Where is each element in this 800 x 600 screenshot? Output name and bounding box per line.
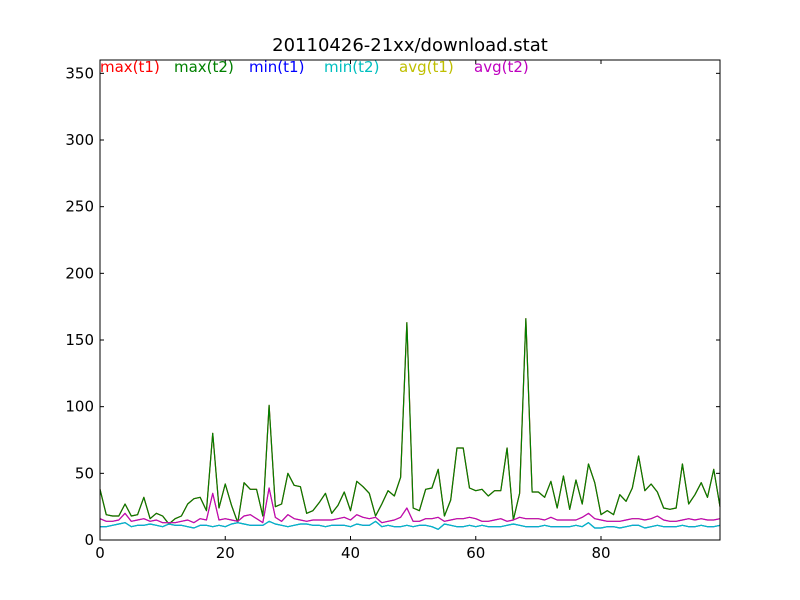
series-line-avgt2 (99, 487, 721, 524)
legend-entry: min(t2) (324, 58, 379, 76)
x-tick-label: 20 (216, 544, 235, 562)
plot-frame (99, 59, 721, 541)
legend-entry: min(t1) (249, 58, 304, 76)
legend: max(t1) max(t2) min(t1) min(t2) avg(t1) avg(t… (100, 58, 529, 76)
y-tick-label: 0 (84, 531, 94, 549)
y-tick-label: 100 (65, 398, 94, 416)
y-tick-label: 300 (65, 131, 94, 149)
x-tick-label: 80 (591, 544, 610, 562)
series-line-maxt2 (99, 318, 721, 525)
chart-title: 20110426-21xx/download.stat (272, 35, 548, 56)
y-tick-label: 50 (75, 464, 94, 482)
legend-entry: avg(t1) (399, 58, 454, 76)
series-layer (99, 318, 721, 530)
legend-entry: max(t1) (100, 58, 160, 76)
x-tick-label: 60 (466, 544, 485, 562)
legend-entry: max(t2) (174, 58, 234, 76)
y-tick-label: 200 (65, 264, 94, 282)
x-tick-label: 40 (341, 544, 360, 562)
series-line-mint2 (100, 520, 721, 530)
y-tick-label: 350 (65, 64, 94, 82)
y-tick-label: 250 (65, 198, 94, 216)
tick-layer: 0 20 40 60 80 0 50 100 150 200 250 300 350 (65, 60, 720, 562)
plot-area (100, 60, 720, 540)
y-tick-label: 150 (65, 331, 94, 349)
x-tick-label: 0 (95, 544, 105, 562)
legend-entry: avg(t2) (474, 58, 529, 76)
